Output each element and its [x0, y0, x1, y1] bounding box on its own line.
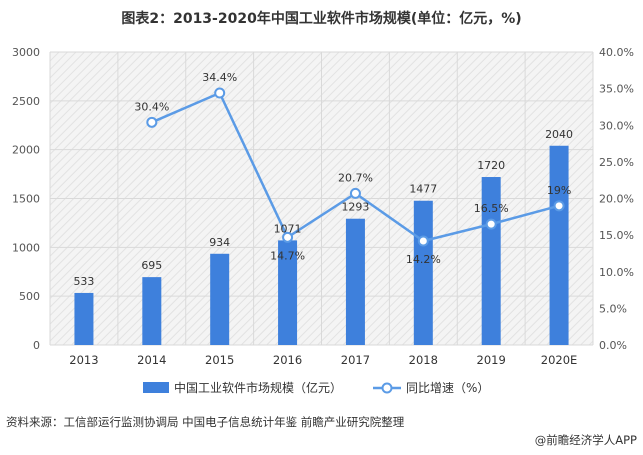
- bar: [345, 218, 365, 345]
- y-left-tick-label: 2000: [12, 144, 40, 157]
- y-right-tick-label: 5.0%: [599, 302, 627, 315]
- growth-value-label: 16.5%: [474, 202, 509, 215]
- axes: 0 500 1000 1500 2000 2500 3000 0.0% 5.0% 10.0% 15.…: [12, 46, 634, 367]
- legend-line-marker: [381, 382, 393, 394]
- bar-value-label: 1071: [274, 222, 302, 235]
- bar-value-label: 1293: [341, 201, 369, 214]
- growth-value-label: 14.2%: [406, 253, 441, 266]
- growth-marker: [146, 116, 158, 128]
- bar-value-label: 533: [73, 275, 94, 288]
- y-right-tick-label: 25.0%: [599, 156, 634, 169]
- bar-series: [74, 145, 569, 345]
- growth-marker: [214, 87, 226, 99]
- data-labels: 533 695 934 1071 1293 1477 1720 2040 30.4% 34.4% 1…: [73, 71, 573, 288]
- y-right-tick-label: 30.0%: [599, 119, 634, 132]
- bar-value-label: 695: [141, 259, 162, 272]
- bar: [549, 145, 569, 345]
- y-left-tick-label: 0: [33, 339, 40, 352]
- y-left-tick-label: 2500: [12, 95, 40, 108]
- y-right-tick-label: 10.0%: [599, 266, 634, 279]
- y-right-tick-label: 0.0%: [599, 339, 627, 352]
- line-series: [146, 87, 565, 247]
- y-left-tick-label: 500: [19, 290, 40, 303]
- bar-value-label: 2040: [545, 128, 573, 141]
- y-right-tick-label: 35.0%: [599, 83, 634, 96]
- bar: [74, 292, 94, 345]
- growth-value-label: 30.4%: [134, 100, 169, 113]
- growth-marker: [485, 218, 497, 230]
- bar-value-label: 934: [209, 236, 230, 249]
- legend-bar-swatch: [143, 382, 169, 393]
- x-tick-label: 2020E: [541, 353, 578, 367]
- growth-value-label: 14.7%: [270, 249, 305, 262]
- legend-bar-label: 中国工业软件市场规模（亿元）: [174, 380, 342, 395]
- y-left-tick-label: 1500: [12, 193, 40, 206]
- y-left-tick-label: 3000: [12, 46, 40, 59]
- x-tick-label: 2016: [273, 353, 302, 367]
- x-tick-label: 2013: [69, 353, 98, 367]
- growth-marker: [553, 200, 565, 212]
- growth-marker: [282, 231, 294, 243]
- growth-value-label: 19%: [547, 184, 571, 197]
- y-right-tick-label: 15.0%: [599, 229, 634, 242]
- bar: [413, 200, 433, 345]
- credit-text: @前瞻经济学人APP: [534, 433, 637, 447]
- y-left-tick-label: 1000: [12, 241, 40, 254]
- bar-value-label: 1720: [477, 159, 505, 172]
- growth-value-label: 34.4%: [202, 71, 237, 84]
- x-tick-label: 2015: [205, 353, 234, 367]
- source-note: 资料来源：工信部运行监测协调局 中国电子信息统计年鉴 前瞻产业研究院整理: [6, 415, 405, 429]
- growth-marker: [417, 235, 429, 247]
- bar: [210, 253, 230, 345]
- legend-line-label: 同比增速（%）: [406, 381, 489, 395]
- x-tick-label: 2014: [137, 353, 166, 367]
- x-tick-label: 2019: [477, 353, 506, 367]
- bar: [142, 277, 162, 345]
- x-tick-label: 2018: [409, 353, 438, 367]
- y-right-tick-label: 40.0%: [599, 46, 634, 59]
- growth-value-label: 20.7%: [338, 171, 373, 184]
- bar: [481, 177, 501, 345]
- growth-marker: [349, 187, 361, 199]
- bar: [278, 240, 298, 345]
- chart-title: 图表2：2013-2020年中国工业软件市场规模(单位：亿元，%): [121, 11, 522, 27]
- legend[interactable]: 中国工业软件市场规模（亿元） 同比增速（%）: [143, 380, 489, 395]
- bar-value-label: 1477: [409, 183, 437, 196]
- y-right-tick-label: 20.0%: [599, 193, 634, 206]
- x-tick-label: 2017: [341, 353, 370, 367]
- grid-lines: [49, 51, 594, 346]
